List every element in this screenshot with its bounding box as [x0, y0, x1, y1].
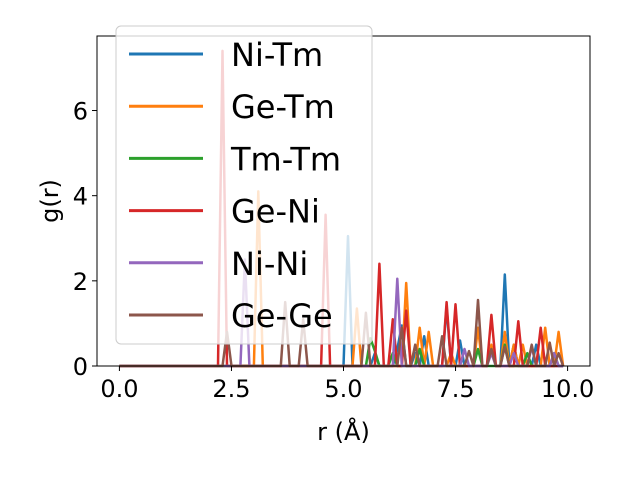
x-tick-label: 5.0 [324, 375, 362, 403]
legend-label-ni-tm: Ni-Tm [231, 36, 323, 74]
y-tick-label: 6 [73, 98, 88, 126]
y-tick-label: 0 [73, 353, 88, 381]
x-tick-label: 7.5 [436, 375, 474, 403]
y-tick-label: 2 [73, 268, 88, 296]
legend-label-ge-tm: Ge-Tm [231, 88, 335, 126]
x-tick-label: 10.0 [541, 375, 594, 403]
y-axis-label: g(r) [36, 179, 64, 223]
x-tick-label: 0.0 [100, 375, 138, 403]
legend: Ni-Tm Ge-Tm Tm-Tm Ge-Ni Ni-Ni Ge-Ge [115, 25, 373, 345]
x-axis-label: r (Å) [317, 417, 370, 446]
y-tick-label: 4 [73, 183, 88, 211]
legend-label-ni-ni: Ni-Ni [231, 245, 308, 283]
y-axis-ticks: 0 2 4 6 [73, 98, 97, 381]
legend-label-ge-ni: Ge-Ni [231, 193, 320, 231]
legend-label-ge-ge: Ge-Ge [231, 297, 333, 335]
x-tick-label: 2.5 [212, 375, 250, 403]
x-axis-ticks: 0.0 2.5 5.0 7.5 10.0 [100, 366, 594, 403]
legend-label-tm-tm: Tm-Tm [230, 140, 341, 178]
